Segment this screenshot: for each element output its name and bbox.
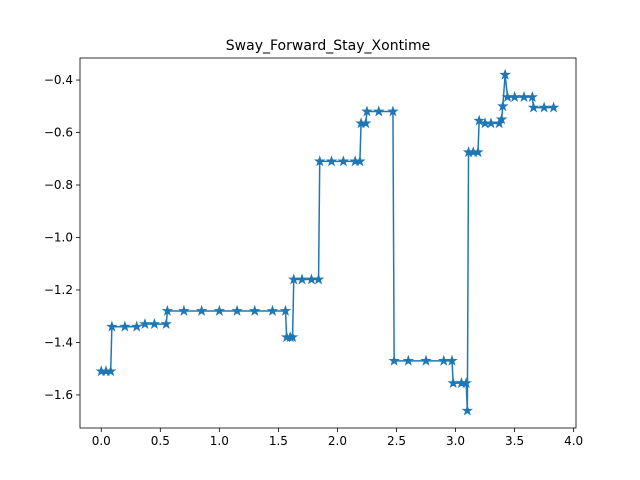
data-point xyxy=(460,377,472,389)
data-point xyxy=(461,404,474,416)
data-point xyxy=(119,320,131,332)
chart-title: Sway_Forward_Stay_Xontime xyxy=(226,38,430,54)
data-point xyxy=(472,146,484,158)
data-point xyxy=(547,101,560,113)
y-tick-label: −0.8 xyxy=(44,178,73,192)
y-tick-label: −1.0 xyxy=(44,230,73,244)
data-point xyxy=(266,304,279,316)
data-point xyxy=(325,155,338,167)
data-point xyxy=(148,318,161,329)
axes-frame xyxy=(79,57,577,429)
x-tick-label: 4.0 xyxy=(564,434,583,448)
x-tick-label: 3.5 xyxy=(505,434,524,448)
data-point xyxy=(130,320,143,332)
data-point xyxy=(527,101,540,113)
data-point xyxy=(231,304,243,316)
data-point xyxy=(402,354,415,366)
x-tick-label: 0.0 xyxy=(92,434,111,448)
data-point xyxy=(337,155,350,167)
x-tick-label: 2.5 xyxy=(387,434,406,448)
data-point xyxy=(195,304,208,316)
x-tick-label: 2.0 xyxy=(328,434,347,448)
data-point xyxy=(286,331,299,343)
data-point xyxy=(499,68,511,80)
data-point xyxy=(279,304,292,316)
data-point xyxy=(213,304,226,316)
data-point xyxy=(160,318,172,329)
y-tick-label: −1.4 xyxy=(44,335,73,349)
y-tick-label: −0.4 xyxy=(44,73,73,87)
y-tick-label: −0.6 xyxy=(44,126,73,140)
x-tick-label: 1.0 xyxy=(210,434,229,448)
data-point xyxy=(538,101,550,113)
data-point xyxy=(388,354,400,366)
data-point xyxy=(161,304,174,316)
data-point xyxy=(296,273,308,285)
data-point xyxy=(473,114,485,126)
data-point xyxy=(508,91,521,102)
x-tick-label: 0.5 xyxy=(151,434,170,448)
data-point xyxy=(178,304,190,316)
data-point xyxy=(526,91,539,102)
data-point xyxy=(139,318,151,329)
data-point xyxy=(361,105,373,117)
data-point xyxy=(373,105,385,117)
data-point xyxy=(497,100,509,112)
data-point xyxy=(495,113,508,125)
data-point xyxy=(312,273,325,285)
data-point xyxy=(360,117,372,129)
y-tick-label: −1.2 xyxy=(44,283,73,297)
y-tick-label: −1.6 xyxy=(44,388,73,402)
data-point xyxy=(106,320,118,332)
data-point xyxy=(446,354,458,366)
data-point xyxy=(249,304,261,316)
data-point xyxy=(104,365,117,377)
x-tick-label: 3.0 xyxy=(446,434,465,448)
x-tick-label: 1.5 xyxy=(269,434,288,448)
data-point xyxy=(314,155,326,167)
data-point xyxy=(387,105,399,117)
data-point xyxy=(420,354,432,366)
data-point xyxy=(354,155,366,167)
